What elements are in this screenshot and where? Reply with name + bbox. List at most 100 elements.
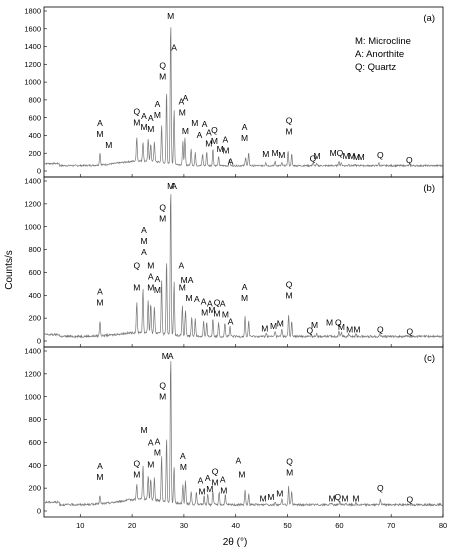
peak-label: Q xyxy=(335,318,342,328)
peak-label: M xyxy=(96,298,103,308)
peak-label: M xyxy=(262,149,269,159)
peak-label: M xyxy=(179,108,186,118)
peak-label: M xyxy=(147,261,154,271)
peak-label: M xyxy=(278,150,285,160)
y-tick-label: 1000 xyxy=(24,78,41,87)
peak-label: A xyxy=(97,287,103,297)
peak-label: A xyxy=(168,351,174,361)
y-tick-label: 1000 xyxy=(24,222,41,231)
panel-label: (c) xyxy=(424,353,435,364)
peak-label: A xyxy=(235,455,241,465)
peak-label: MA xyxy=(181,275,194,285)
y-axis-label: Counts/s xyxy=(4,250,15,289)
y-tick-label: 1200 xyxy=(24,199,41,208)
peak-label: Q xyxy=(377,483,384,493)
peak-label: Q xyxy=(286,116,293,126)
peak-label: A xyxy=(171,43,177,53)
peak-label: M xyxy=(217,144,224,154)
peak-label: M xyxy=(179,283,186,293)
y-tick-label: 400 xyxy=(28,461,41,470)
y-tick-label: 400 xyxy=(28,291,41,300)
peak-label: M xyxy=(211,136,218,146)
peak-label: Q xyxy=(212,466,219,476)
peak-label: M xyxy=(167,181,174,191)
peak-label: M xyxy=(238,470,245,480)
peak-label: M xyxy=(147,460,154,470)
peak-label: A xyxy=(194,294,200,304)
peak-label: M xyxy=(154,285,161,295)
x-tick-label: 30 xyxy=(180,521,188,530)
y-tick-label: 1000 xyxy=(24,392,41,401)
peak-label: Q xyxy=(307,326,314,336)
peak-label: M xyxy=(208,305,215,315)
panel-0: 020040060080010001200140016001800AMMQMAM… xyxy=(24,6,444,178)
peak-label: A xyxy=(206,127,212,137)
peak-label: A xyxy=(180,451,186,461)
y-tick-label: 600 xyxy=(28,113,41,122)
peak-label: M xyxy=(147,283,154,293)
x-tick-label: 10 xyxy=(76,521,84,530)
peak-label: M xyxy=(140,425,147,435)
xrd-pattern-line xyxy=(43,194,443,339)
peak-label: M xyxy=(277,319,284,329)
peak-label: M xyxy=(342,493,349,503)
peak-label: M xyxy=(270,321,277,331)
peak-label: M xyxy=(326,318,333,328)
peak-label: M xyxy=(260,493,267,503)
peak-label: M xyxy=(186,293,193,303)
y-tick-label: 1400 xyxy=(24,177,41,186)
peak-label: M xyxy=(206,484,213,494)
peak-label: M xyxy=(211,477,218,487)
peak-label: Q xyxy=(214,298,221,308)
xrd-pattern-line xyxy=(43,27,444,168)
peak-label: M xyxy=(241,293,248,303)
peak-label: Q xyxy=(159,203,166,213)
peak-label: A xyxy=(223,135,229,145)
peak-label: Q xyxy=(377,324,384,334)
panel-label: (b) xyxy=(423,183,435,194)
panel-1: 0200400600800100012001400AMQMAMAMAMAMQMM… xyxy=(24,176,444,348)
peak-label: M xyxy=(105,140,112,150)
peak-label: M xyxy=(159,392,166,402)
peak-label: M xyxy=(140,236,147,246)
peak-label: A xyxy=(155,274,161,284)
peak-label: M xyxy=(314,151,321,161)
peak-label: M xyxy=(222,310,229,320)
peak-label: Q xyxy=(407,494,414,504)
peak-label: M xyxy=(96,472,103,482)
panel-frame xyxy=(43,176,444,348)
peak-label: M xyxy=(348,151,355,161)
peak-label: M xyxy=(154,447,161,457)
y-tick-label: 600 xyxy=(28,438,41,447)
y-tick-label: 1400 xyxy=(24,347,41,356)
peak-label: M xyxy=(180,462,187,472)
peak-label: A xyxy=(148,272,154,282)
legend-entry: Q: Quartz xyxy=(355,62,396,73)
peak-label: Q xyxy=(211,125,218,135)
peak-label: M xyxy=(353,324,360,334)
peak-label: M xyxy=(338,322,345,332)
peak-label: A xyxy=(197,130,203,140)
peak-label: Q xyxy=(377,150,384,160)
peak-label: M xyxy=(353,152,360,162)
peak-label: M xyxy=(286,291,293,301)
peak-label: M xyxy=(346,324,353,334)
panel-label: (a) xyxy=(423,13,435,24)
y-tick-label: 600 xyxy=(28,268,41,277)
peak-label: M xyxy=(358,152,365,162)
y-tick-label: 800 xyxy=(28,245,41,254)
y-tick-label: 1200 xyxy=(24,60,41,69)
peak-label: M xyxy=(214,309,221,319)
peak-label: A xyxy=(201,296,207,306)
peak-label: M xyxy=(205,138,212,148)
peak-label: A xyxy=(141,111,147,121)
peak-label: M xyxy=(220,485,227,495)
peak-label: A xyxy=(198,475,204,485)
x-tick-label: 40 xyxy=(232,521,240,530)
peak-label: M xyxy=(182,126,189,136)
x-axis-label: 2θ (°) xyxy=(223,537,248,548)
legend-entry: M: Microcline xyxy=(355,36,411,47)
peak-label: M xyxy=(191,118,198,128)
peak-label: A xyxy=(178,97,184,107)
